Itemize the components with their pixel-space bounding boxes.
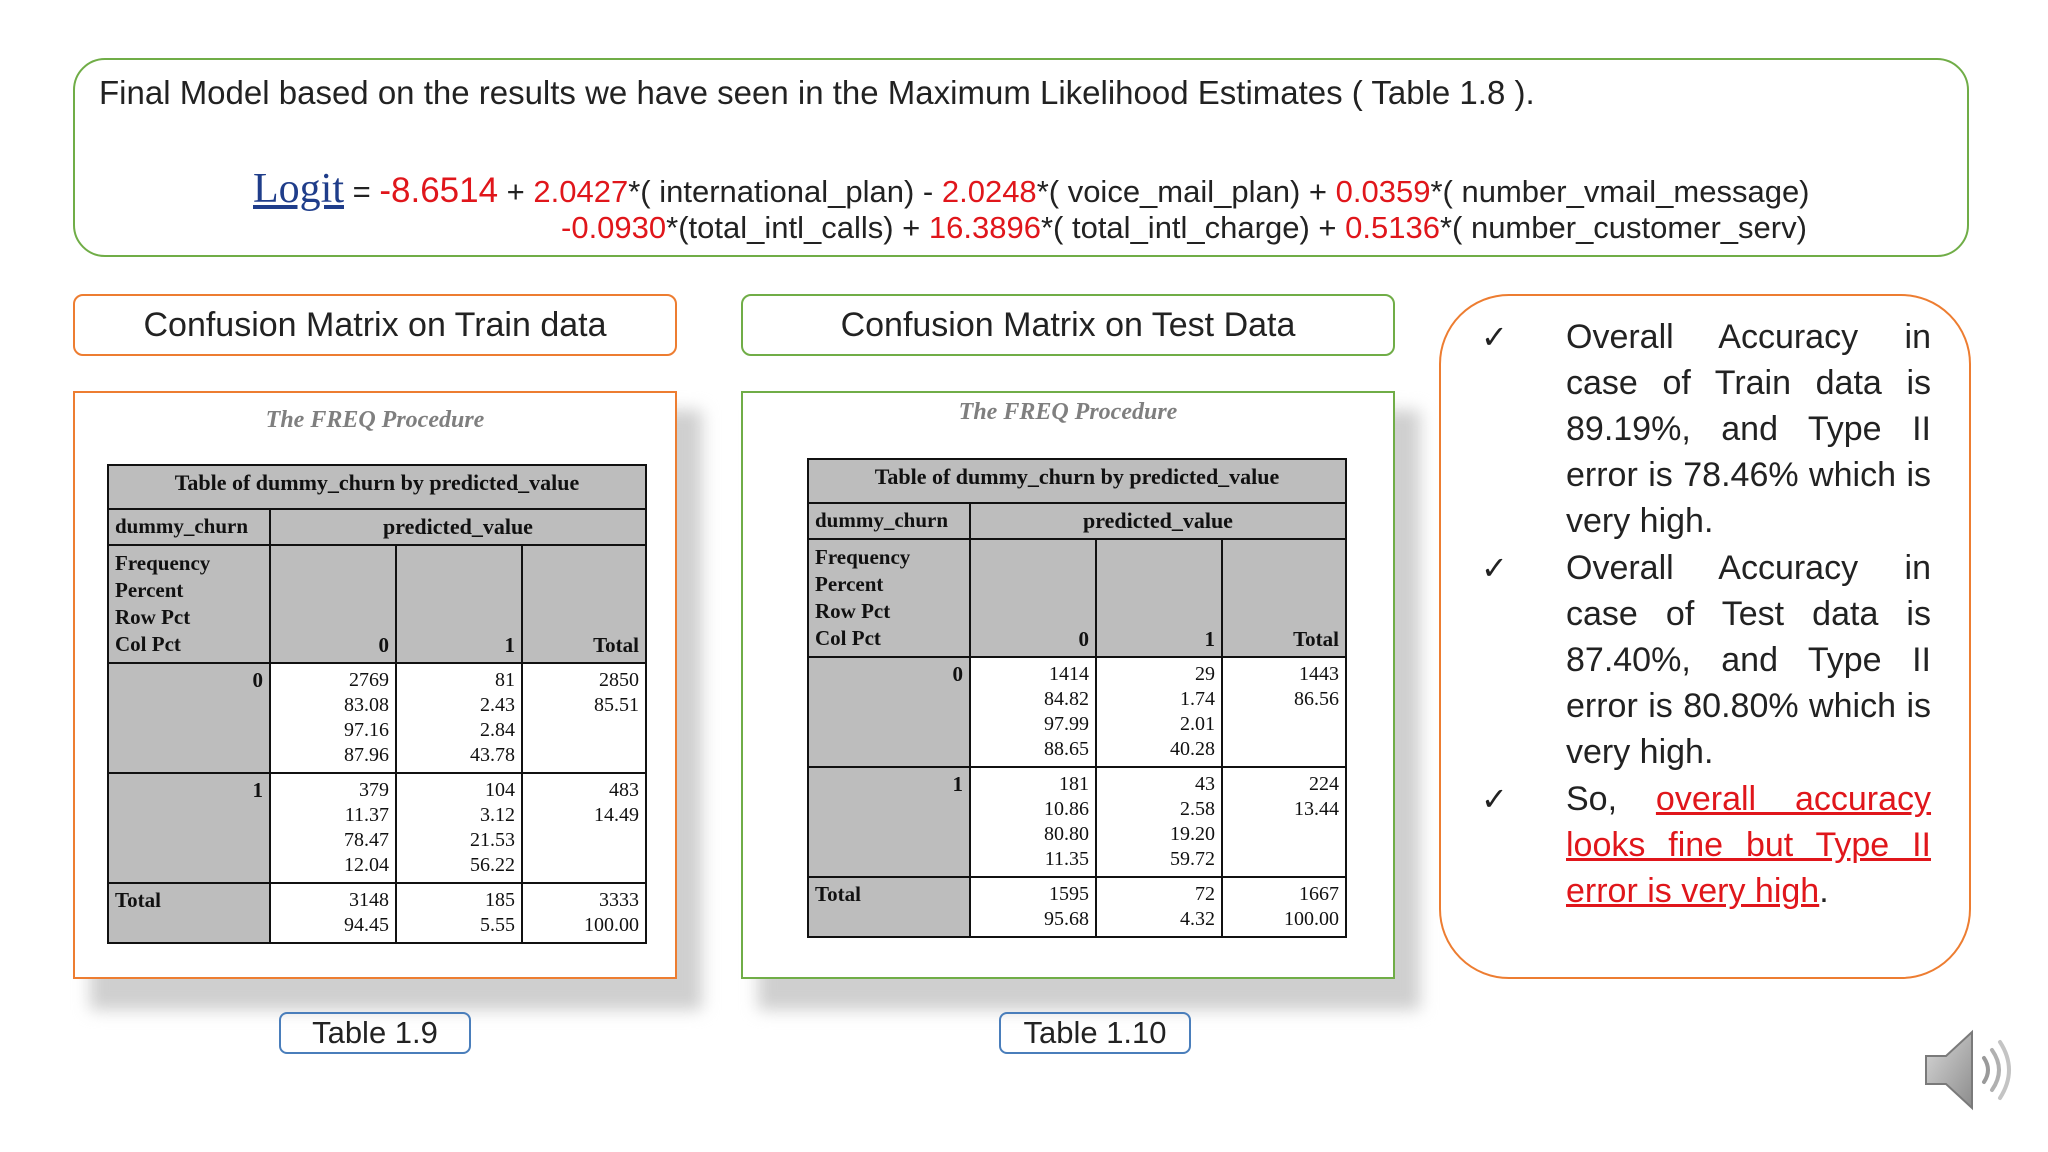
term-international-plan: *( international_plan) - [628, 174, 942, 209]
col-head-1: 1 [395, 544, 523, 664]
cell-total-c0: 3148 94.45 [269, 882, 397, 944]
freq-proc-title: The FREQ Procedure [958, 399, 1178, 425]
cell-total-total: 1667 100.00 [1221, 876, 1347, 938]
note-train: ✓ Overall Accuracy in case of Train data… [1481, 314, 1931, 544]
stat-percent: Percent [815, 572, 884, 596]
intercept: -8.6514 [379, 171, 499, 210]
check-icon: ✓ [1481, 319, 1508, 355]
cell-r0-c0: 2769 83.08 97.16 87.96 [269, 662, 397, 774]
eq-plus: + [498, 174, 534, 209]
stat-labels: Frequency Percent Row Pct Col Pct [807, 538, 971, 658]
stat-percent: Percent [115, 578, 184, 602]
stat-row-pct: Row Pct [115, 605, 191, 629]
stat-frequency: Frequency [115, 551, 211, 575]
term-total-intl-charge: *( total_intl_charge) + [1040, 210, 1346, 245]
coef-international-plan: 2.0427 [533, 174, 629, 209]
stat-col-pct: Col Pct [815, 626, 881, 650]
logit-label: Logit [253, 166, 344, 212]
note-conclusion: ✓ So, overall accuracy looks fine but Ty… [1481, 776, 1931, 914]
check-icon: ✓ [1481, 550, 1508, 586]
stat-labels: Frequency Percent Row Pct Col Pct [107, 544, 271, 664]
col-head-0: 0 [969, 538, 1097, 658]
cell-total-c0: 1595 95.68 [969, 876, 1097, 938]
conclusion-highlight: overall accuracy looks fine but Type II … [1566, 780, 1932, 910]
cell-r0-total: 2850 85.51 [521, 662, 647, 774]
cell-total-c1: 72 4.32 [1095, 876, 1223, 938]
cell-r1-c1: 104 3.12 21.53 56.22 [395, 772, 523, 884]
col-head-total: Total [521, 544, 647, 664]
cell-r1-total: 483 14.49 [521, 772, 647, 884]
train-caption: Confusion Matrix on Train data [73, 294, 677, 356]
table-title: Table of dummy_churn by predicted_value [807, 458, 1347, 504]
row-head-0: 0 [107, 662, 271, 774]
cell-r0-c0: 1414 84.82 97.99 88.65 [969, 656, 1097, 768]
summary-notes: ✓ Overall Accuracy in case of Train data… [1439, 294, 1971, 979]
row-var-label: dummy_churn [107, 508, 271, 546]
cell-total-total: 3333 100.00 [521, 882, 647, 944]
cell-r1-total: 224 13.44 [1221, 766, 1347, 878]
coef-voice-mail-plan: 2.0248 [941, 174, 1037, 209]
check-icon: ✓ [1481, 781, 1508, 817]
model-title: Final Model based on the results we have… [99, 74, 1535, 111]
term-number-vmail-message: *( number_vmail_message) [1430, 174, 1810, 209]
table-caption-test: Table 1.10 [999, 1012, 1191, 1054]
coef-number-vmail-message: 0.0359 [1335, 174, 1431, 209]
row-head-1: 1 [107, 772, 271, 884]
row-head-total: Total [107, 882, 271, 944]
cell-r1-c1: 43 2.58 19.20 59.72 [1095, 766, 1223, 878]
conclusion-prefix: So, [1566, 780, 1656, 818]
test-freq-panel: The FREQ Procedure Table of dummy_churn … [741, 391, 1395, 979]
col-var-label: predicted_value [969, 502, 1347, 540]
row-head-0: 0 [807, 656, 971, 768]
note-conclusion-text: So, overall accuracy looks fine but Type… [1566, 776, 1931, 914]
col-head-1: 1 [1095, 538, 1223, 658]
cell-r0-total: 1443 86.56 [1221, 656, 1347, 768]
col-head-total: Total [1221, 538, 1347, 658]
test-freq-table: Table of dummy_churn by predicted_value … [807, 458, 1347, 938]
table-caption-train: Table 1.9 [279, 1012, 471, 1054]
col-var-label: predicted_value [269, 508, 647, 546]
cell-r1-c0: 379 11.37 78.47 12.04 [269, 772, 397, 884]
row-head-1: 1 [807, 766, 971, 878]
term-total-intl-calls: *(total_intl_calls) + [666, 210, 929, 245]
cell-r0-c1: 29 1.74 2.01 40.28 [1095, 656, 1223, 768]
note-test: ✓ Overall Accuracy in case of Test data … [1481, 545, 1931, 775]
row-head-total: Total [807, 876, 971, 938]
conclusion-suffix: . [1819, 872, 1829, 910]
equation-line-2: -0.0930*(total_intl_calls) + 16.3896*( t… [561, 210, 1807, 246]
train-freq-table: Table of dummy_churn by predicted_value … [107, 464, 647, 944]
coef-total-intl-charge: 16.3896 [928, 210, 1041, 245]
term-voice-mail-plan: *( voice_mail_plan) + [1036, 174, 1336, 209]
col-head-0: 0 [269, 544, 397, 664]
freq-proc-title: The FREQ Procedure [265, 407, 485, 433]
table-title: Table of dummy_churn by predicted_value [107, 464, 647, 510]
note-test-text: Overall Accuracy in case of Test data is… [1566, 549, 1931, 771]
cell-total-c1: 185 5.55 [395, 882, 523, 944]
row-var-label: dummy_churn [807, 502, 971, 540]
stat-row-pct: Row Pct [815, 599, 891, 623]
term-number-customer-serv: *( number_customer_serv) [1439, 210, 1807, 245]
note-train-text: Overall Accuracy in case of Train data i… [1566, 318, 1931, 540]
final-model-box: Final Model based on the results we have… [73, 58, 1969, 257]
stat-col-pct: Col Pct [115, 632, 181, 656]
cell-r0-c1: 81 2.43 2.84 43.78 [395, 662, 523, 774]
eq-equals: = [344, 174, 380, 209]
test-caption: Confusion Matrix on Test Data [741, 294, 1395, 356]
equation-line-1: Logit = -8.6514 + 2.0427*( international… [253, 165, 1810, 213]
coef-number-customer-serv: 0.5136 [1345, 210, 1440, 245]
speaker-icon[interactable] [1920, 1020, 2020, 1120]
cell-r1-c0: 181 10.86 80.80 11.35 [969, 766, 1097, 878]
train-freq-panel: The FREQ Procedure Table of dummy_churn … [73, 391, 677, 979]
stat-frequency: Frequency [815, 545, 911, 569]
coef-total-intl-calls: -0.0930 [561, 210, 667, 245]
